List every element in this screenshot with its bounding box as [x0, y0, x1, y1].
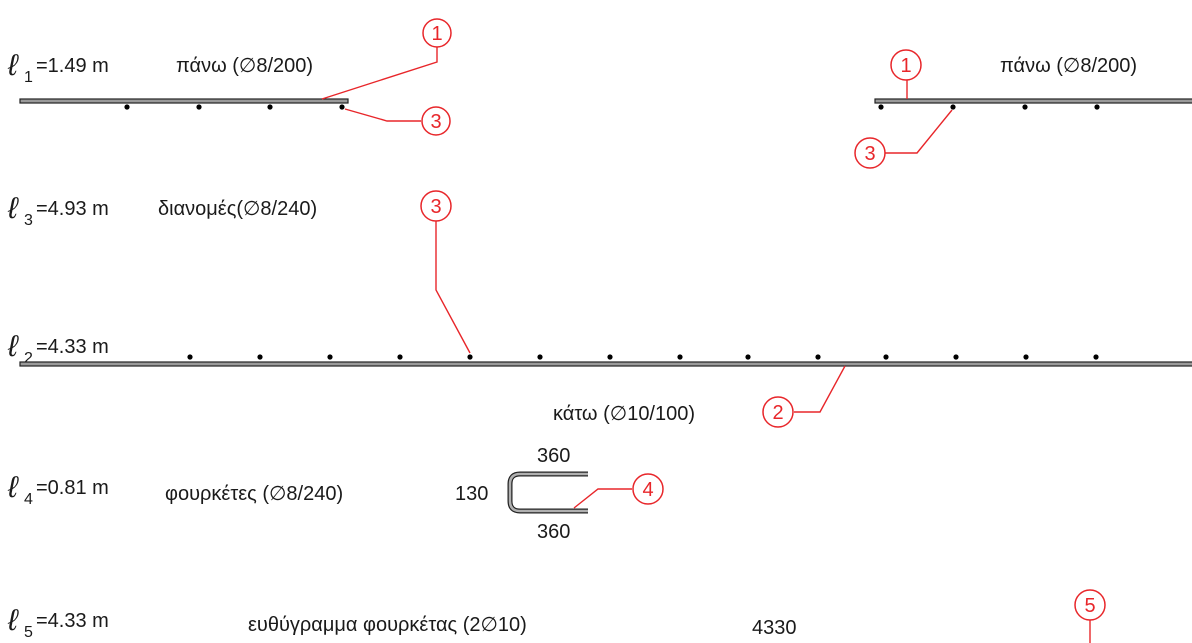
row-l4-label: ℓ 4 =0.81 m [7, 471, 109, 508]
marker-label: 1 [431, 23, 442, 45]
leader-line [885, 109, 953, 154]
length-symbol: ℓ [7, 192, 19, 225]
distribution-dot [883, 354, 889, 360]
distribution-dot [196, 104, 202, 110]
marker-circle-2 [762, 396, 794, 428]
length-value: =4.93 m [36, 198, 109, 220]
marker-label: 3 [430, 111, 441, 133]
distribution-dot [467, 354, 473, 360]
distribution-dot [677, 354, 683, 360]
marker-label: 4 [642, 479, 653, 501]
marker-circle-1 [422, 18, 452, 48]
marker-label: 2 [772, 402, 783, 424]
marker-circle-1 [890, 49, 922, 81]
top-bar-left [19, 98, 349, 104]
row-l3-label: ℓ 3 =4.93 m [7, 192, 109, 229]
distribution-dot [878, 104, 884, 110]
distribution-dot [815, 354, 821, 360]
top-bar-right [874, 98, 1192, 104]
hairpin-shape [507, 471, 588, 514]
leader-line [435, 221, 471, 354]
distribution-dot [124, 104, 130, 110]
row-l1-label: ℓ 1 =1.49 m [7, 49, 109, 86]
length-subscript: 2 [24, 350, 33, 367]
hairpin-dim-top: 360 [537, 445, 570, 467]
row-l5-desc: ευθύγραμμα φουρκέτας (2∅10) [248, 614, 527, 636]
row-l4-desc: φουρκέτες (∅8/240) [165, 483, 343, 505]
distribution-dot [187, 354, 193, 360]
distribution-dot [267, 104, 273, 110]
length-symbol: ℓ [7, 471, 19, 504]
row-l2-desc: κάτω (∅10/100) [553, 403, 695, 425]
length-subscript: 1 [24, 69, 33, 86]
marker-label: 3 [864, 143, 875, 165]
length-symbol: ℓ [7, 330, 19, 363]
marker-circle-4 [632, 473, 664, 505]
length-symbol: ℓ [7, 604, 19, 637]
distribution-dot [339, 104, 345, 110]
length-value: =4.33 m [36, 610, 109, 632]
distribution-dot [745, 354, 751, 360]
row-l5-dim: 4330 [752, 617, 797, 639]
distribution-dot [950, 104, 956, 110]
length-value: =1.49 m [36, 55, 109, 77]
leader-line [321, 47, 438, 100]
distribution-dot [1093, 354, 1099, 360]
length-value: =4.33 m [36, 336, 109, 358]
distribution-dot [397, 354, 403, 360]
marker-circle-3 [421, 106, 451, 136]
leader-line [794, 365, 846, 413]
leader-line [573, 488, 632, 509]
bottom-bar [19, 361, 1192, 367]
marker-label: 1 [900, 55, 911, 77]
distribution-dot [1022, 104, 1028, 110]
distribution-dot [1023, 354, 1029, 360]
row-l5-label: ℓ 5 =4.33 m [7, 604, 109, 641]
length-symbol: ℓ [7, 49, 19, 82]
distribution-dot [1094, 104, 1100, 110]
marker-circle-3 [854, 137, 886, 169]
row-l3-desc: διανομές(∅8/240) [158, 198, 317, 220]
marker-label: 5 [1084, 595, 1095, 617]
hairpin-dim-bottom: 360 [537, 521, 570, 543]
distribution-dot [327, 354, 333, 360]
row-l1-desc-left: πάνω (∅8/200) [176, 55, 313, 77]
distribution-dot [257, 354, 263, 360]
length-subscript: 5 [24, 624, 33, 641]
distribution-dot [537, 354, 543, 360]
length-value: =0.81 m [36, 477, 109, 499]
distribution-dot [953, 354, 959, 360]
hairpin-dim-left: 130 [455, 483, 488, 505]
row-l2-label: ℓ 2 =4.33 m [7, 330, 109, 367]
distribution-dot [607, 354, 613, 360]
length-subscript: 3 [24, 212, 33, 229]
marker-label: 3 [430, 196, 441, 218]
leader-line [344, 108, 421, 122]
length-subscript: 4 [24, 491, 33, 508]
row-l1-desc-right: πάνω (∅8/200) [1000, 55, 1137, 77]
